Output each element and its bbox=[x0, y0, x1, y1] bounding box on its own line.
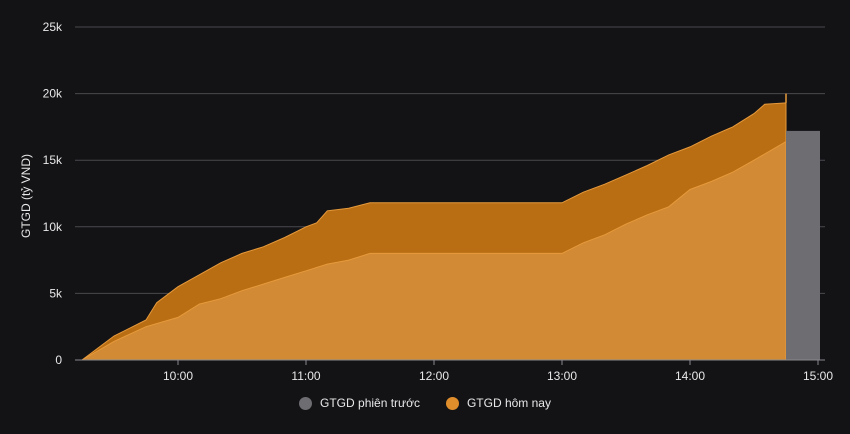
x-tick-label: 10:00 bbox=[163, 369, 193, 383]
legend-swatch-previous bbox=[299, 396, 313, 410]
legend-swatch-today bbox=[445, 396, 459, 410]
x-tick-label: 14:00 bbox=[675, 369, 705, 383]
y-tick-label: 20k bbox=[43, 87, 63, 101]
x-tick-label: 13:00 bbox=[547, 369, 577, 383]
y-axis-title: GTGD (tỷ VND) bbox=[19, 154, 33, 238]
y-tick-label: 25k bbox=[43, 20, 63, 34]
y-tick-label: 10k bbox=[43, 220, 63, 234]
legend-item-previous-session[interactable]: GTGD phiên trước bbox=[299, 396, 420, 410]
series-layer bbox=[80, 93, 820, 361]
legend: GTGD phiên trước GTGD hôm nay bbox=[0, 396, 850, 410]
axes: 0 5k 10k 15k 20k 25k 10:00 11:00 12:00 13:00 14:00… bbox=[43, 20, 834, 383]
x-tick-label: 12:00 bbox=[419, 369, 449, 383]
y-tick-label: 0 bbox=[55, 353, 62, 367]
legend-item-today[interactable]: GTGD hôm nay bbox=[445, 396, 551, 410]
y-tick-label: 15k bbox=[43, 153, 63, 167]
x-tick-label: 15:00 bbox=[803, 369, 833, 383]
area-today-lower bbox=[80, 140, 787, 361]
legend-label-previous: GTGD phiên trước bbox=[320, 396, 420, 410]
legend-label-today: GTGD hôm nay bbox=[466, 396, 551, 410]
bar-previous-session bbox=[786, 130, 820, 360]
y-tick-label: 5k bbox=[49, 286, 63, 300]
x-tick-label: 11:00 bbox=[291, 369, 320, 383]
